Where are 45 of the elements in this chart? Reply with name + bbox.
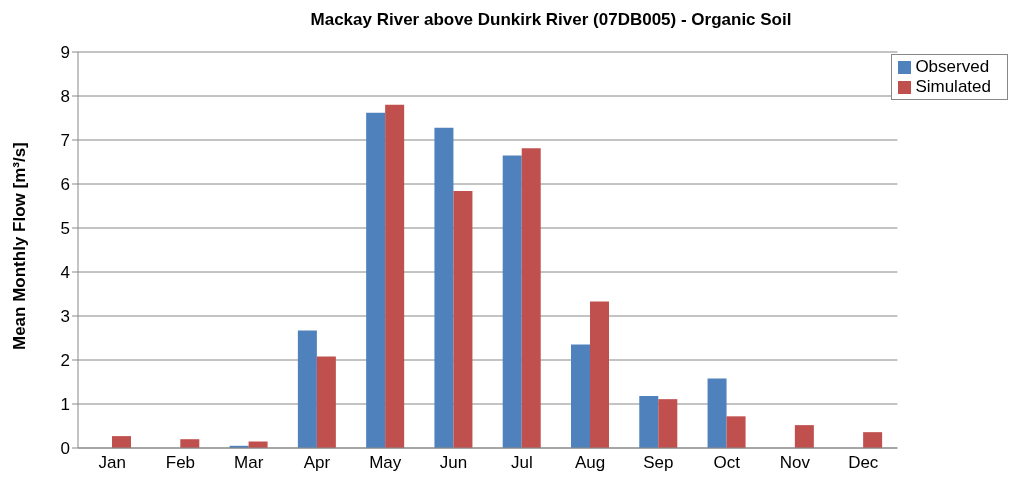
y-tick-label: 2	[60, 351, 70, 371]
bar	[434, 127, 454, 448]
y-tick-label: 0	[60, 439, 70, 459]
y-tick-label: 6	[60, 175, 70, 195]
x-tick-label: Jun	[439, 453, 468, 473]
y-tick-label: 3	[60, 307, 70, 327]
x-tick-label: Jul	[510, 453, 533, 473]
x-tick-label: Apr	[303, 453, 331, 473]
y-axis-title: Mean Monthly Flow [m³/s]	[10, 142, 30, 350]
y-tick-label: 8	[60, 87, 70, 107]
bar	[248, 441, 268, 448]
x-tick-label: Nov	[779, 453, 811, 473]
y-tick-label: 9	[60, 43, 70, 63]
chart-title: Mackay River above Dunkirk River (07DB005) - Organic Soil	[309, 9, 793, 31]
x-tick-label: Mar	[234, 453, 264, 473]
x-tick-label: Oct	[713, 453, 741, 473]
bar	[112, 436, 132, 448]
bar	[366, 112, 386, 448]
bar	[180, 439, 200, 448]
x-tick-label: Sep	[643, 453, 674, 473]
legend-label: Simulated	[915, 77, 991, 96]
bar	[863, 432, 883, 448]
x-tick-label: May	[369, 453, 402, 473]
bar	[316, 356, 336, 448]
bar	[521, 148, 541, 448]
x-tick-label: Jan	[98, 453, 126, 473]
bar	[385, 104, 405, 448]
bar	[590, 301, 609, 448]
bar	[707, 378, 727, 448]
bar	[453, 191, 473, 448]
bar	[297, 330, 317, 448]
y-tick-label: 1	[60, 395, 70, 415]
y-tick-label: 5	[60, 219, 70, 239]
bar	[726, 416, 746, 448]
legend-label: Observed	[915, 57, 990, 76]
bar	[571, 344, 590, 448]
bar	[794, 425, 814, 448]
x-tick-label: Aug	[574, 453, 606, 473]
y-tick-label: 4	[60, 263, 70, 283]
y-tick-label: 7	[60, 131, 70, 151]
bar	[639, 396, 659, 448]
bar	[658, 399, 678, 448]
x-tick-label: Dec	[848, 453, 879, 473]
x-tick-label: Feb	[165, 453, 196, 473]
bar	[502, 155, 522, 448]
